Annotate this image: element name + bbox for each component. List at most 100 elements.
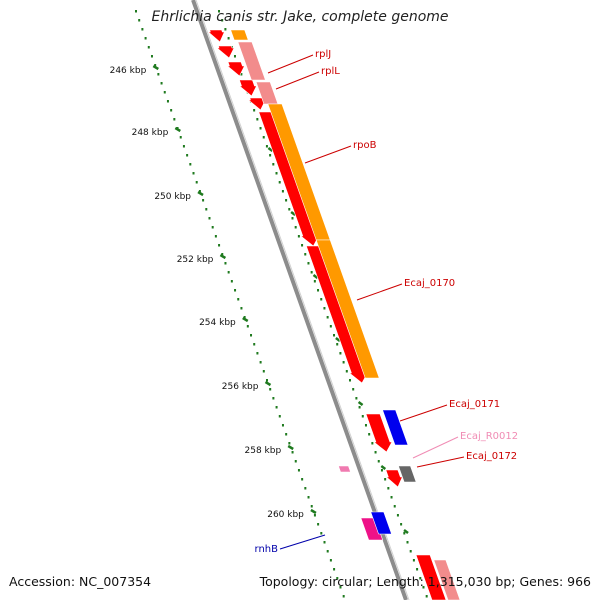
ruler-dot (333, 334, 336, 337)
Ecaj-0171-feature (382, 409, 409, 446)
ruler-dot (390, 496, 393, 499)
ruler-dot (233, 55, 236, 58)
ruler-dot (301, 478, 304, 481)
ruler-dot (170, 109, 173, 112)
ruler-dot (403, 532, 406, 535)
major-tick-outer (380, 465, 387, 470)
ruler-dot (211, 226, 214, 229)
ruler-dot (352, 388, 355, 391)
ruler-dot (234, 289, 237, 292)
ruler-dot (400, 523, 403, 526)
ruler-dot (205, 208, 208, 211)
ruler-dot (310, 271, 313, 274)
tick-label: 258 kbp (245, 446, 282, 456)
ruler-dot (135, 10, 137, 13)
ruler-dot (304, 487, 307, 490)
ruler-dot (246, 325, 249, 328)
ruler-dot (425, 595, 428, 598)
gene-label-ecaj-r0012: Ecaj_R0012 (460, 431, 518, 442)
ruler-dot (368, 433, 371, 436)
ruler-dot (265, 379, 268, 382)
ruler-dot (272, 397, 275, 400)
ruler-dot (202, 199, 205, 202)
ruler-dot (406, 541, 409, 544)
ruler-dot (294, 226, 297, 229)
gene-label-ecaj-0172: Ecaj_0172 (466, 451, 517, 462)
ruler-dot (345, 370, 348, 373)
ruler-dot (166, 100, 169, 103)
label-leader-line (279, 534, 326, 550)
tick-label: 246 kbp (110, 66, 147, 76)
major-tick (242, 316, 249, 323)
ruler-dot (291, 451, 294, 454)
ruler-dot (240, 307, 243, 310)
ruler-dot (186, 154, 189, 157)
gene-label-rpob: rpoB (353, 140, 377, 151)
ruler-dot (291, 217, 294, 220)
ruler-dot (179, 136, 182, 139)
genome-backbone (191, 0, 408, 600)
major-tick-outer (357, 401, 364, 406)
ribosomal-protein-feature (230, 29, 249, 41)
feature-blue (370, 511, 392, 535)
major-tick (287, 444, 294, 451)
ruler-dot (154, 64, 157, 67)
major-tick-outer (403, 529, 409, 534)
label-leader-line (412, 436, 459, 459)
ruler-dot (422, 586, 425, 589)
ruler-dot (355, 397, 358, 400)
ruler-dot (326, 550, 329, 553)
ruler-dot (230, 280, 233, 283)
ruler-dot (320, 298, 323, 301)
major-tick (264, 380, 272, 387)
ruler-dot (288, 208, 291, 211)
major-tick-outer (335, 337, 341, 342)
ruler-dot (256, 352, 259, 355)
ruler-dot (221, 19, 224, 22)
Ecaj-R0012-feature (338, 465, 351, 473)
ruler-dot (262, 136, 265, 139)
ruler-dot (384, 478, 387, 481)
ruler-dot (285, 199, 288, 202)
ruler-dot (278, 415, 281, 418)
major-tick-outer (312, 274, 319, 279)
ruler-dot (259, 127, 262, 130)
gene-label-ecaj-0170: Ecaj_0170 (404, 278, 455, 289)
ruler-dot (224, 262, 227, 265)
ruler-dot (138, 19, 141, 22)
ruler-dot (320, 532, 323, 535)
ruler-dot (380, 469, 383, 472)
ruler-dot (265, 145, 268, 148)
ruler-dot (412, 559, 415, 562)
ruler-dot (157, 73, 160, 76)
tick-label: 248 kbp (132, 128, 169, 138)
ruler-dot (294, 460, 297, 463)
ruler-dot (304, 253, 307, 256)
label-leader-line (304, 145, 352, 164)
label-leader-line (356, 283, 403, 301)
ruler-dot (189, 163, 192, 166)
ruler-dot (214, 235, 217, 238)
ruler-dot (323, 541, 326, 544)
ruler-dot (150, 55, 153, 58)
accession-label: Accession: NC_007354 (9, 574, 152, 589)
ruler-dot (297, 469, 300, 472)
ruler-dot (313, 280, 316, 283)
ruler-dot (192, 172, 195, 175)
ruler-dot (173, 118, 176, 121)
ruler-dot (253, 109, 256, 112)
ruler-dot (275, 406, 278, 409)
ruler-dot (317, 523, 320, 526)
ruler-dot (288, 442, 291, 445)
major-tick (197, 190, 204, 197)
genome-summary-label: Topology: circular; Length: 1,315,030 bp… (259, 574, 591, 589)
gene-label-rpll: rplL (321, 66, 340, 77)
ruler-dot (333, 568, 336, 571)
gene-label-rnhb: rnhB (255, 544, 279, 555)
ruler-dots-inner (135, 10, 345, 598)
ruler-dot (198, 190, 201, 193)
ruler-dot (144, 37, 147, 40)
ruler-dot (218, 244, 221, 247)
ruler-dot (396, 514, 399, 517)
